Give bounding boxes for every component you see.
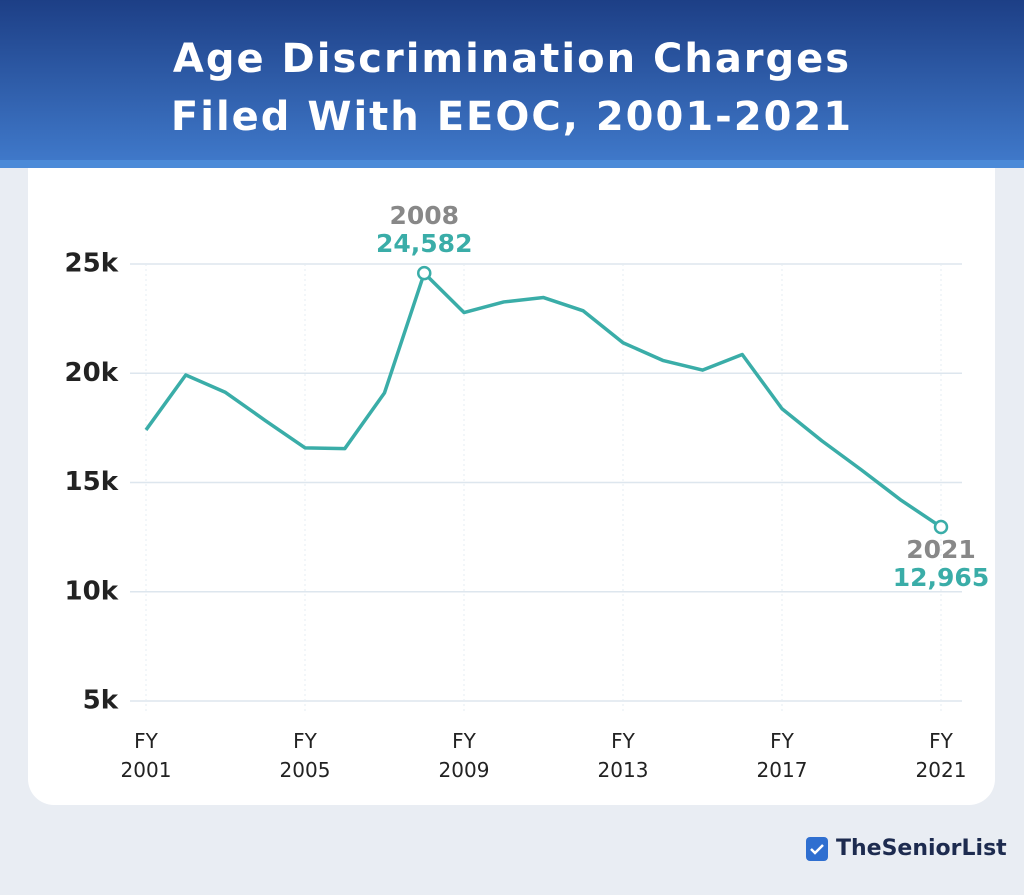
y-tick-label: 5k <box>83 686 119 716</box>
line <box>144 271 942 529</box>
x-tick-label: FY 2009 <box>438 729 490 782</box>
x-tick-label: FY 2001 <box>120 729 172 782</box>
y-tick-label: 15k <box>65 467 119 497</box>
brand: TheSeniorList <box>836 836 1007 861</box>
y-tick-label: 20k <box>65 358 119 388</box>
value-label: 12,965 <box>893 563 989 592</box>
brand-icon-check <box>810 844 824 855</box>
marker <box>933 519 949 535</box>
y-tick-label: 25k <box>65 249 119 279</box>
x-tick-label: FY 2017 <box>756 729 808 782</box>
brand-icon <box>806 837 828 861</box>
x-tick-label: FY 2021 <box>915 729 967 782</box>
x-tick-label: FY 2013 <box>597 729 649 782</box>
header <box>0 0 1024 168</box>
y-tick-label: 10k <box>65 576 119 606</box>
chart-card <box>28 168 995 805</box>
annotation-year: 2021 <box>906 535 976 564</box>
value-label: 24,582 <box>376 229 472 258</box>
x-tick-label: FY 2005 <box>279 729 331 782</box>
marker <box>417 265 432 281</box>
chart-title: Age Discrimination Charges Filed With EE… <box>170 36 854 140</box>
annotation-year: 2008 <box>389 201 459 230</box>
